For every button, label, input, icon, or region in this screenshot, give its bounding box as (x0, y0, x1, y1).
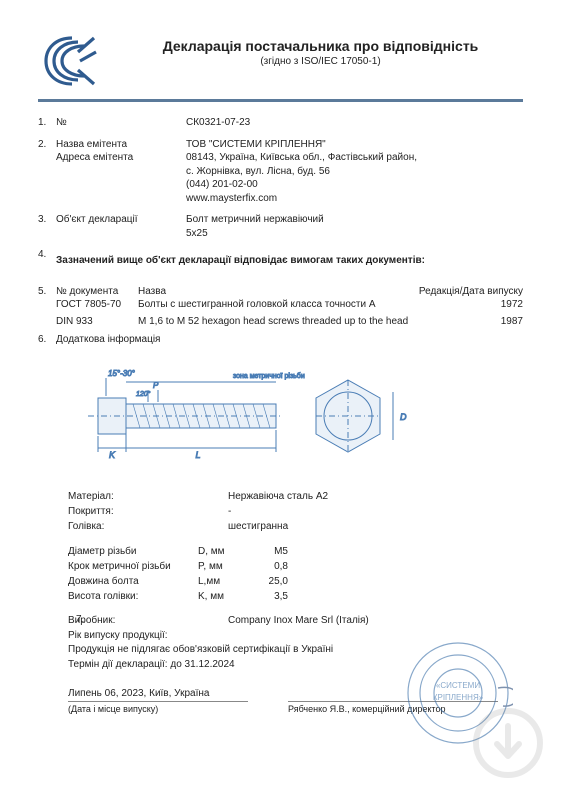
row-number: 1. № СК0321-07-23 (38, 116, 523, 130)
bolt-diagram: L K 15°-30° P зона метричної різьби (58, 358, 523, 471)
row-issuer: 2. Назва емітента Адреса емітента ТОВ "С… (38, 138, 523, 206)
row-conformity: 4. Зазначений вище об'єкт декларації від… (38, 248, 523, 278)
value-issuer: ТОВ "СИСТЕМИ КРІПЛЕННЯ" 08143, Україна, … (186, 138, 523, 206)
svg-text:D: D (400, 412, 407, 422)
date-caption: (Дата і місце випуску) (68, 701, 248, 714)
conformity-text: Зазначений вище об'єкт декларації відпов… (56, 254, 425, 268)
logo (38, 32, 100, 93)
svg-text:120°: 120° (136, 390, 151, 398)
svg-text:K: K (109, 450, 116, 460)
svg-text:15°-30°: 15°-30° (108, 369, 136, 378)
value-object: Болт метричний нержавіючий 5х25 (186, 213, 523, 240)
doc-subtitle: (згідно з ISO/IEC 17050-1) (118, 56, 523, 67)
doc-title: Декларація постачальника про відповідніс… (118, 38, 523, 54)
svg-text:«СИСТЕМИ: «СИСТЕМИ (436, 681, 480, 690)
header-rule (38, 99, 523, 102)
svg-text:зона метричної різьби: зона метричної різьби (233, 372, 305, 380)
item-7: 7. (76, 614, 84, 625)
label-number: № (56, 116, 186, 130)
document-page: Декларація постачальника про відповідніс… (0, 0, 561, 799)
label-additional: Додаткова інформація (56, 333, 160, 347)
row-object: 3. Об'єкт декларації Болт метричний нерж… (38, 213, 523, 240)
header: Декларація постачальника про відповідніс… (38, 30, 523, 93)
title-block: Декларація постачальника про відповідніс… (118, 30, 523, 67)
specs-block: Матеріал:Нержавіюча сталь А2 Покриття:- … (38, 489, 523, 604)
docs-header: 5.№ документа Назва Редакція/Дата випуск… (38, 286, 523, 297)
svg-text:КРІПЛЕННЯ»: КРІПЛЕННЯ» (433, 693, 484, 702)
doc-row-2: DIN 933 M 1,6 to M 52 hexagon head screw… (38, 316, 523, 327)
watermark-icon (473, 708, 543, 781)
signature-area: «СИСТЕМИ КРІПЛЕННЯ» Липень 06, 2023, Киї… (38, 688, 523, 714)
label-issuer: Назва емітента Адреса емітента (56, 138, 186, 206)
svg-text:L: L (195, 450, 200, 460)
label-object: Об'єкт декларації (56, 213, 186, 240)
doc-row-1: ГОСТ 7805-70 Болты с шестигранной головк… (38, 299, 523, 310)
row-additional: 6. Додаткова інформація (38, 333, 523, 347)
value-number: СК0321-07-23 (186, 116, 523, 130)
